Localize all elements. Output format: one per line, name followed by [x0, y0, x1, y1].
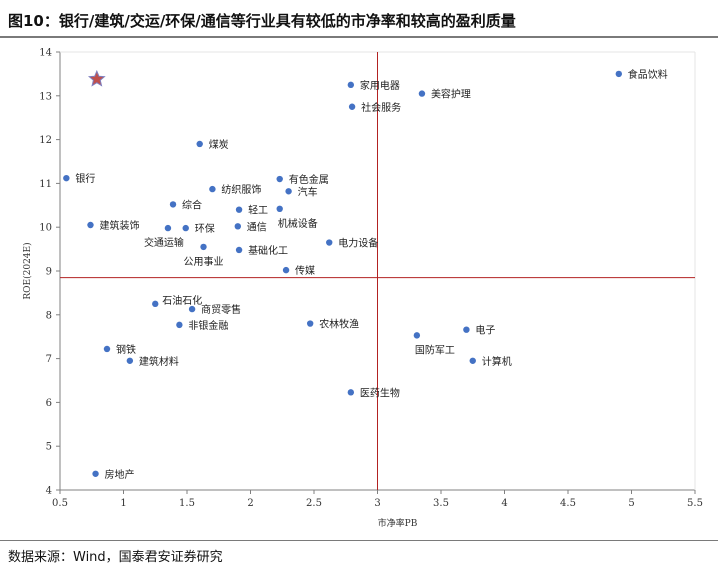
data-point	[469, 357, 476, 364]
data-point	[463, 326, 470, 333]
point-label: 家用电器	[360, 79, 400, 92]
point-label: 建筑材料	[139, 355, 179, 368]
data-point	[126, 357, 134, 364]
point-label: 电力设备	[338, 237, 378, 250]
data-point	[235, 246, 243, 254]
point-label: 综合	[182, 198, 202, 211]
point-label: 食品饮料	[628, 68, 668, 81]
point-label: 交通运输	[144, 236, 184, 249]
point-label: 钢铁	[116, 343, 136, 356]
source-note: 数据来源：Wind，国泰君安证券研究	[8, 550, 223, 565]
data-point	[418, 90, 426, 97]
y-tick-label: 11	[39, 179, 52, 190]
data-point	[196, 140, 203, 148]
y-tick-label: 6	[46, 398, 52, 409]
data-point	[348, 103, 356, 110]
point-label: 有色金属	[289, 173, 329, 186]
data-point	[200, 243, 207, 251]
source-bar: 数据来源：Wind，国泰君安证券研究	[0, 540, 718, 565]
point-label: 农林牧渔	[319, 318, 359, 331]
chart-area: 0.5 1 1.5 2 2.5 3 3.5 4 4.5 5 5.5 4 5 6 7 8 9 10 11 12 13 14 市…	[0, 38, 718, 538]
point-label: 纺织服饰	[221, 183, 261, 196]
point-label: 电子	[475, 324, 495, 337]
data-point	[209, 185, 216, 193]
data-point	[306, 320, 314, 327]
data-points	[63, 69, 622, 477]
scatter-chart: 0.5 1 1.5 2 2.5 3 3.5 4 4.5 5 5.5 4 5 6 7 8 9 10 11 12 13 14 市…	[22, 48, 703, 530]
point-label: 机械设备	[278, 217, 318, 230]
point-label: 美容护理	[431, 88, 471, 101]
point-label: 公用事业	[184, 255, 224, 268]
point-label: 环保	[195, 222, 215, 235]
data-point	[103, 345, 111, 353]
y-tick-label: 10	[39, 223, 52, 234]
x-tick-label: 4	[501, 498, 507, 509]
y-tick-label: 13	[39, 91, 52, 102]
point-label: 社会服务	[361, 101, 401, 114]
point-label: 石油石化	[162, 294, 202, 307]
point-label: 银行	[75, 172, 95, 185]
x-tick-label: 5.5	[687, 498, 703, 509]
x-axis-title: 市净率PB	[378, 517, 418, 529]
x-tick-label: 0.5	[52, 498, 68, 509]
x-tick-label: 5	[628, 498, 634, 509]
x-tick-label: 1.5	[179, 498, 195, 509]
data-point	[615, 70, 622, 78]
y-tick-label: 7	[46, 354, 52, 365]
x-tick-label: 2	[247, 498, 253, 509]
point-label: 建筑装饰	[99, 219, 139, 232]
point-label: 煤炭	[209, 138, 229, 151]
data-point	[234, 223, 241, 230]
title-bar: 图10：银行/建筑/交运/环保/通信等行业具有较低的市净率和较高的盈利质量	[0, 0, 718, 38]
data-point	[413, 332, 421, 339]
x-tick-label: 1	[120, 498, 126, 509]
y-tick-label: 9	[46, 267, 52, 278]
y-axis-title: ROE(2024E)	[22, 242, 33, 299]
star-marker	[87, 69, 106, 87]
point-label: 房地产	[105, 468, 135, 481]
y-tick-label: 8	[46, 310, 52, 321]
point-label: 非银金融	[188, 319, 228, 332]
data-point	[63, 174, 70, 182]
data-point	[326, 239, 333, 246]
point-label: 医药生物	[360, 386, 400, 399]
chart-title: 图10：银行/建筑/交运/环保/通信等行业具有较低的市净率和较高的盈利质量	[8, 12, 516, 30]
point-label: 轻工	[248, 204, 268, 217]
reference-lines	[60, 52, 695, 490]
point-label: 传媒	[295, 265, 315, 277]
data-point	[92, 470, 99, 477]
x-tick-label: 3.5	[433, 498, 449, 509]
x-tick-label: 4.5	[560, 498, 576, 509]
point-label: 商贸零售	[201, 303, 241, 316]
data-point	[235, 206, 243, 213]
y-tick-label: 12	[39, 135, 52, 146]
data-point	[87, 221, 94, 229]
y-tick-label: 5	[46, 442, 52, 453]
point-label: 国防军工	[415, 343, 455, 356]
data-point	[276, 175, 283, 183]
data-point	[276, 205, 283, 213]
data-point	[282, 266, 290, 274]
point-label: 基础化工	[248, 244, 288, 257]
point-label: 计算机	[482, 355, 512, 368]
axes: 0.5 1 1.5 2 2.5 3 3.5 4 4.5 5 5.5 4 5 6 7 8 9 10 11 12 13 14 市…	[22, 48, 703, 530]
data-point	[347, 81, 355, 89]
data-point	[182, 224, 189, 232]
y-tick-label: 14	[39, 48, 52, 59]
data-point	[188, 305, 196, 313]
data-point	[164, 224, 172, 232]
data-point	[176, 321, 183, 329]
x-tick-label: 3	[374, 498, 380, 509]
data-point	[152, 300, 159, 308]
data-point	[285, 188, 292, 195]
data-point	[169, 201, 177, 208]
point-label: 汽车	[298, 185, 318, 198]
point-label: 通信	[247, 221, 267, 233]
data-point	[347, 389, 355, 396]
y-tick-label: 4	[46, 486, 52, 497]
x-tick-label: 2.5	[306, 498, 322, 509]
